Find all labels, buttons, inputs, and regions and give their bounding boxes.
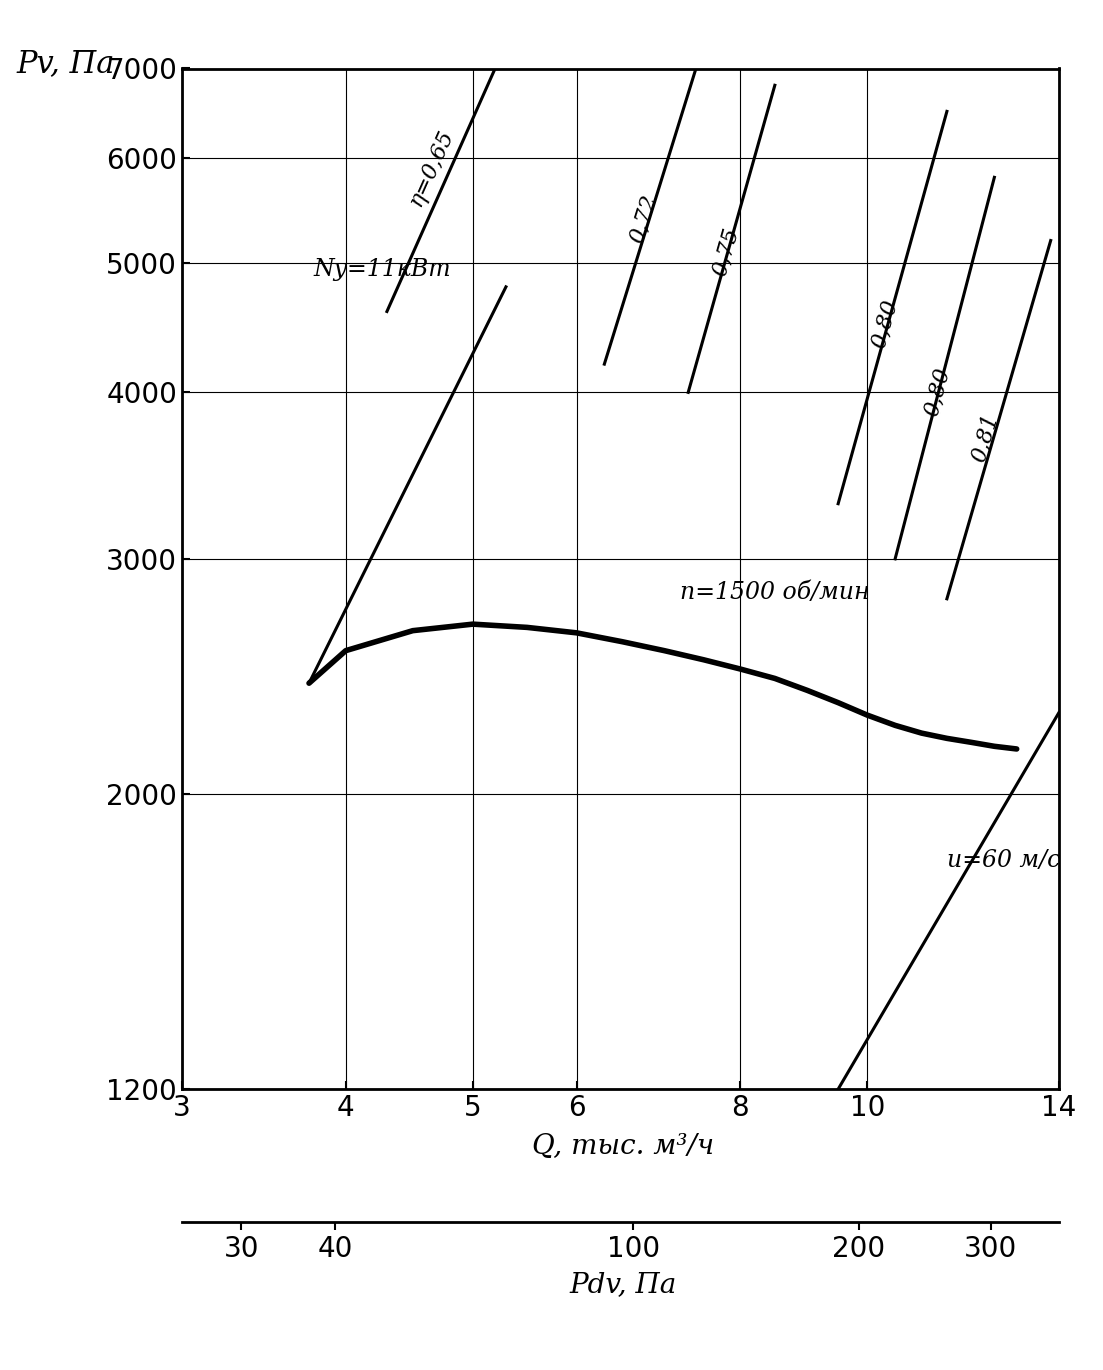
Text: 0,81: 0,81 (967, 411, 1003, 464)
Text: η=0,65: η=0,65 (405, 126, 458, 210)
Text: 0,80: 0,80 (867, 297, 901, 351)
Text: Q, тыс. м³/ч: Q, тыс. м³/ч (532, 1133, 715, 1160)
Text: n=1500 об/мин: n=1500 об/мин (681, 581, 870, 604)
Text: Pdv, Па: Pdv, Па (569, 1271, 677, 1299)
Text: Ny=11кВт: Ny=11кВт (313, 258, 451, 281)
Text: Pv, Па: Pv, Па (17, 48, 115, 79)
Text: u=60 м/с: u=60 м/с (946, 849, 1060, 873)
Text: 0,75: 0,75 (708, 225, 743, 278)
Text: 0,72: 0,72 (625, 192, 662, 245)
Text: 0,80: 0,80 (920, 366, 954, 419)
